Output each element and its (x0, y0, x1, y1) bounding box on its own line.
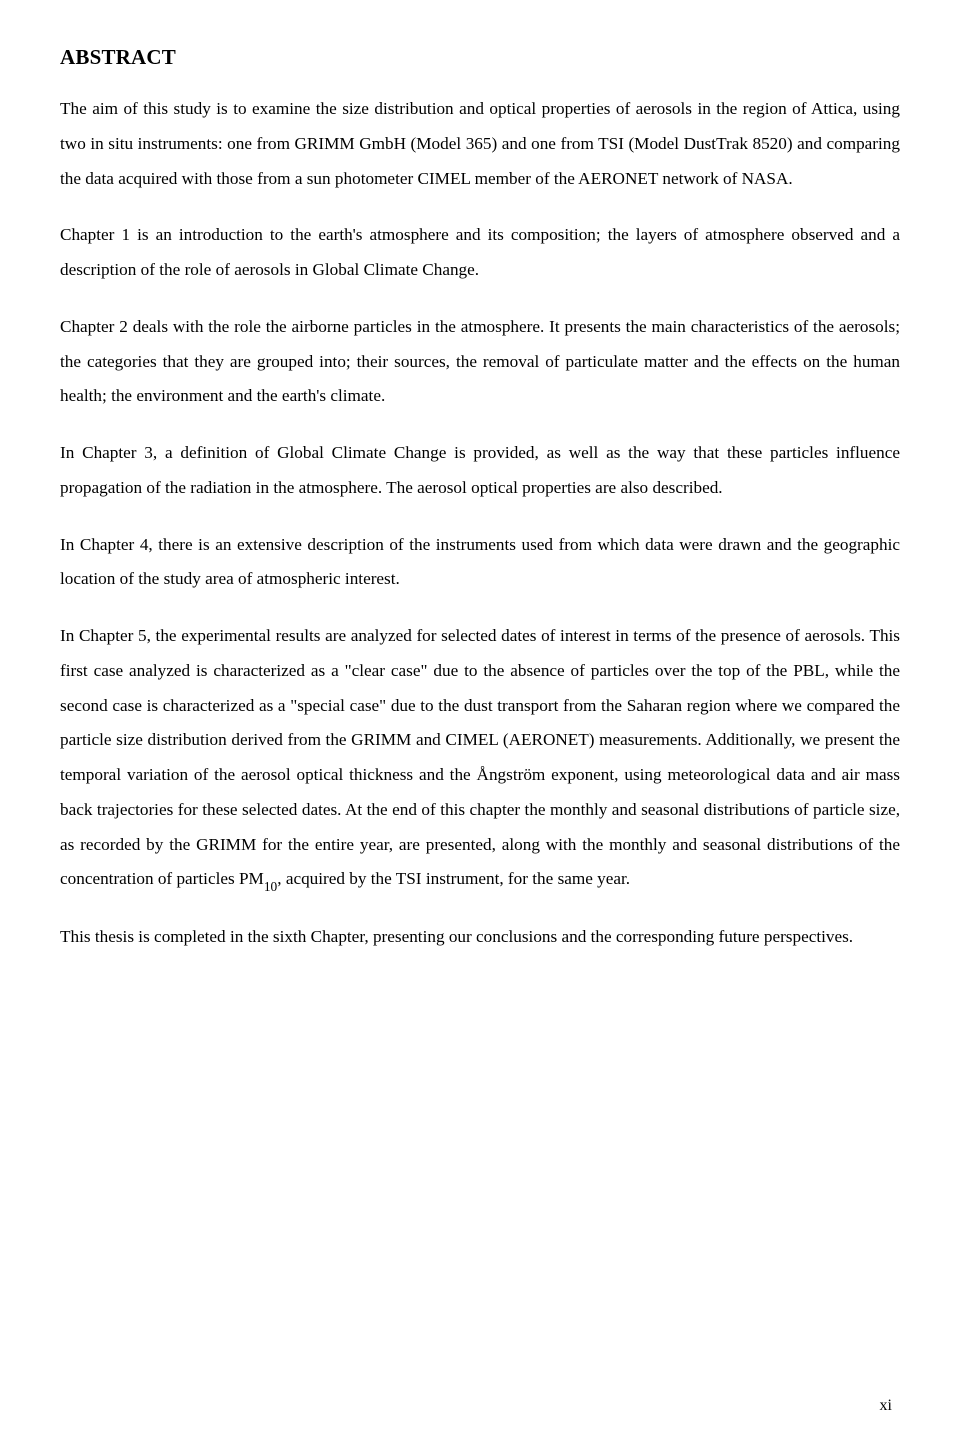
page-number: xi (880, 1397, 892, 1415)
abstract-para-6: In Chapter 5, the experimental results a… (60, 619, 900, 898)
abstract-para-5: In Chapter 4, there is an extensive desc… (60, 528, 900, 598)
abstract-para-2: Chapter 1 is an introduction to the eart… (60, 218, 900, 288)
pm10-subscript: 10 (264, 879, 277, 894)
para6-part-a: In Chapter 5, the experimental results a… (60, 626, 900, 888)
para6-part-b: , acquired by the TSI instrument, for th… (277, 869, 630, 888)
abstract-title: ABSTRACT (60, 45, 900, 70)
abstract-para-1: The aim of this study is to examine the … (60, 92, 900, 196)
abstract-para-7: This thesis is completed in the sixth Ch… (60, 920, 900, 955)
abstract-para-4: In Chapter 3, a definition of Global Cli… (60, 436, 900, 506)
abstract-para-3: Chapter 2 deals with the role the airbor… (60, 310, 900, 414)
